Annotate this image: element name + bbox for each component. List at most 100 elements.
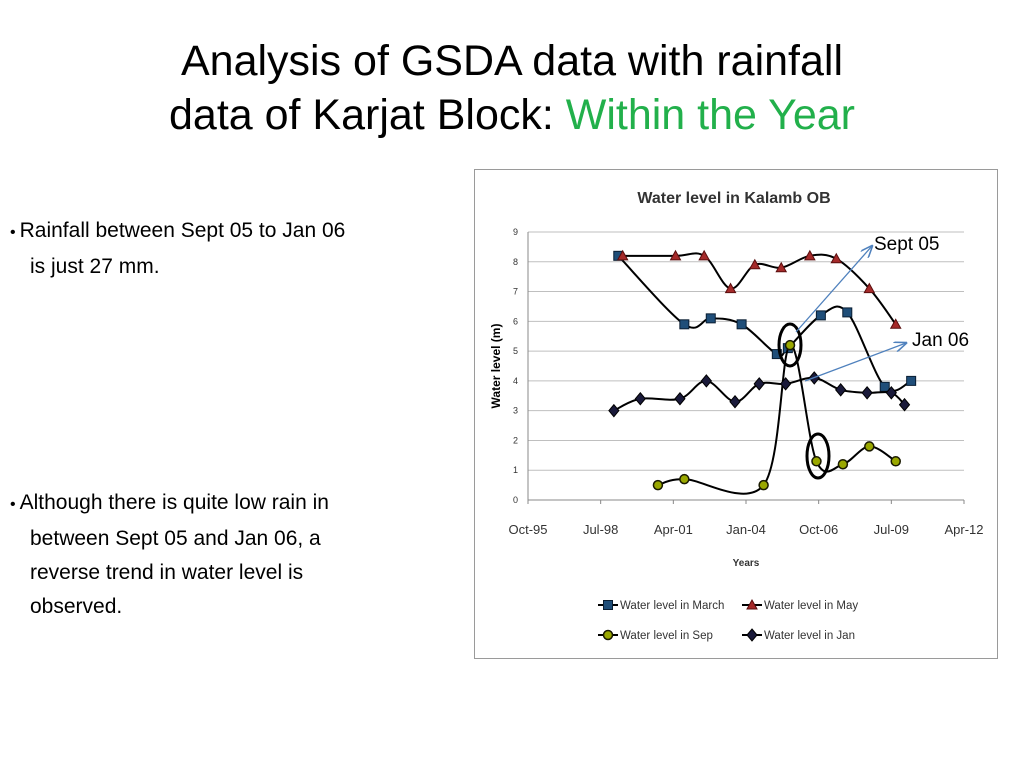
bullet-reverse-trend: • Although there is quite low rain in bet… (10, 486, 450, 624)
callout-jan-06: Jan 06 (912, 330, 970, 351)
data-point (861, 386, 873, 400)
legend-marker (746, 628, 758, 642)
y-tick-label: 4 (513, 376, 518, 386)
data-point (885, 386, 897, 400)
chart-title: Water level in Kalamb OB (637, 190, 830, 207)
data-point (837, 459, 849, 470)
chart-series (608, 249, 917, 495)
callout-arrow-jan-06 (804, 343, 906, 382)
data-point (842, 307, 853, 318)
title-accent: Within the Year (565, 91, 855, 139)
y-tick-label: 2 (513, 435, 518, 445)
data-point (906, 375, 917, 386)
y-tick-label: 1 (513, 465, 518, 475)
data-point (679, 473, 690, 485)
highlight-circle-sept-05 (777, 322, 803, 368)
series-line (657, 344, 897, 495)
chart-legend: Water level in March Water level in May Wa… (598, 598, 858, 642)
chart-grid (528, 231, 964, 471)
legend-marker (602, 629, 614, 641)
legend-entry: Water level in Sep (598, 629, 713, 642)
bullet-2-line-3: reverse trend in water level is (30, 561, 304, 584)
highlight-circle-jan-06 (805, 432, 831, 480)
data-point (779, 377, 792, 391)
callout-arrow-sept-05 (795, 246, 872, 333)
data-point (616, 249, 629, 261)
bullet-1-line-2: is just 27 mm. (30, 255, 160, 278)
y-tick-label: 3 (513, 406, 518, 416)
data-point (674, 391, 686, 406)
series-line (622, 252, 897, 325)
legend-label: Water level in March (620, 600, 724, 612)
x-axis-label: Years (733, 558, 760, 569)
data-point (679, 319, 690, 330)
slide-title: Analysis of GSDA data with rainfall data… (0, 34, 1024, 142)
data-point (898, 397, 911, 412)
x-tick-label: Oct-95 (508, 522, 547, 537)
data-point (608, 403, 620, 418)
data-point (863, 282, 876, 294)
y-tick-label: 9 (513, 227, 518, 237)
data-point (830, 252, 843, 264)
x-tick-label: Apr-01 (654, 522, 693, 537)
y-tick-label: 6 (513, 316, 518, 326)
legend-marker (746, 598, 758, 610)
x-tick-label: Oct-06 (799, 522, 838, 537)
data-point (634, 391, 646, 406)
y-axis-label: Water level (m) (489, 324, 503, 409)
chart-frame (474, 169, 998, 659)
data-point (784, 339, 796, 351)
title-line-2: data of Karjat Block: (168, 91, 566, 139)
data-point (705, 313, 716, 324)
data-point (835, 383, 847, 397)
data-point (815, 310, 826, 321)
bullet-1-line-1: Rainfall between Sept 05 to Jan 06 (19, 219, 346, 242)
chart-annotations (777, 246, 906, 480)
legend-entry: Water level in March (598, 600, 724, 612)
title-line-1: Analysis of GSDA data with rainfall (180, 37, 844, 85)
legend-label: Water level in May (764, 600, 858, 612)
callout-sept-05: Sept 05 (874, 234, 940, 255)
bullet-dot-icon: • (10, 224, 16, 241)
data-point (890, 456, 901, 467)
data-point (879, 381, 890, 392)
legend-label: Water level in Sep (620, 630, 713, 642)
bullet-2-line-1: Although there is quite low rain in (19, 491, 329, 514)
bullet-rainfall: • Rainfall between Sept 05 to Jan 06 is j… (10, 214, 450, 284)
chart-axes: 0 1 2 3 4 5 6 7 8 9 Oct-95 Jul-98 Apr-01 Jan-04 Oct-06… (508, 227, 983, 537)
legend-entry: Water level in Jan (742, 628, 855, 642)
data-point (775, 261, 788, 273)
bullet-2-line-2: between Sept 05 and Jan 06, a (30, 527, 321, 550)
data-point (736, 319, 747, 330)
x-tick-label: Apr-12 (944, 522, 983, 537)
legend-marker (603, 600, 613, 610)
data-point (748, 258, 761, 270)
data-point (729, 394, 741, 409)
legend-entry: Water level in May (742, 598, 858, 612)
data-point (652, 479, 664, 491)
y-tick-label: 7 (513, 287, 518, 297)
series-triangle (616, 249, 902, 329)
x-tick-label: Jul-09 (874, 522, 909, 537)
data-point (864, 441, 875, 452)
data-point (811, 456, 822, 467)
series-diamond (608, 371, 911, 418)
data-point (804, 249, 816, 261)
bullet-dot-icon: • (10, 496, 16, 513)
data-point (724, 282, 737, 294)
x-tick-label: Jul-98 (583, 522, 618, 537)
data-point (698, 249, 711, 261)
series-square (613, 250, 917, 392)
y-tick-label: 8 (513, 257, 518, 267)
bullet-2-line-4: observed. (30, 595, 123, 618)
data-point (889, 318, 902, 329)
data-point (700, 374, 713, 388)
y-tick-label: 5 (513, 346, 518, 356)
data-point (753, 377, 765, 391)
series-circle (652, 339, 901, 495)
legend-label: Water level in Jan (764, 630, 855, 642)
data-point (758, 479, 769, 491)
x-tick-label: Jan-04 (726, 522, 766, 537)
data-point (669, 249, 682, 261)
